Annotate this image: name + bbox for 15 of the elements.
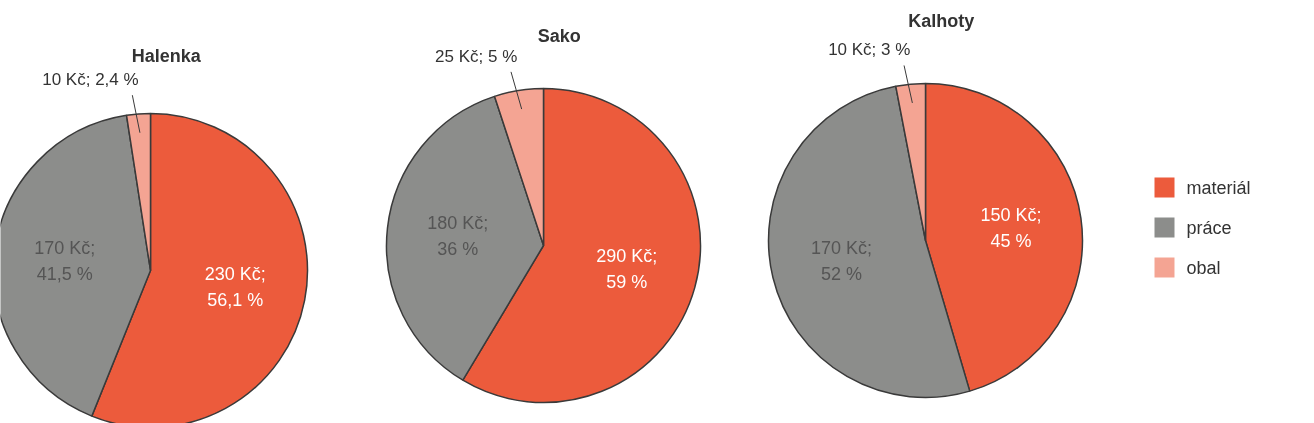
data-label: 230 Kč; 56,1 % [204, 263, 266, 310]
data-label: 290 Kč; 59 % [596, 245, 658, 292]
data-label: 180 Kč; 36 % [427, 212, 489, 259]
data-label: 10 Kč; 2,4 % [42, 69, 139, 89]
data-label: 170 Kč; 41,5 % [34, 237, 96, 284]
legend-label: materiál [1186, 177, 1251, 198]
chart-title: Halenka [131, 45, 202, 66]
data-label: 150 Kč; 45 % [980, 205, 1042, 252]
legend-label: obal [1186, 257, 1221, 278]
data-label: 25 Kč; 5 % [435, 46, 518, 66]
legend-label: práce [1186, 217, 1232, 238]
data-label: 170 Kč; 52 % [811, 237, 873, 284]
chart-title: Kalhoty [908, 10, 975, 31]
data-label: 10 Kč; 3 % [828, 40, 911, 60]
chart-title: Sako [537, 25, 581, 46]
